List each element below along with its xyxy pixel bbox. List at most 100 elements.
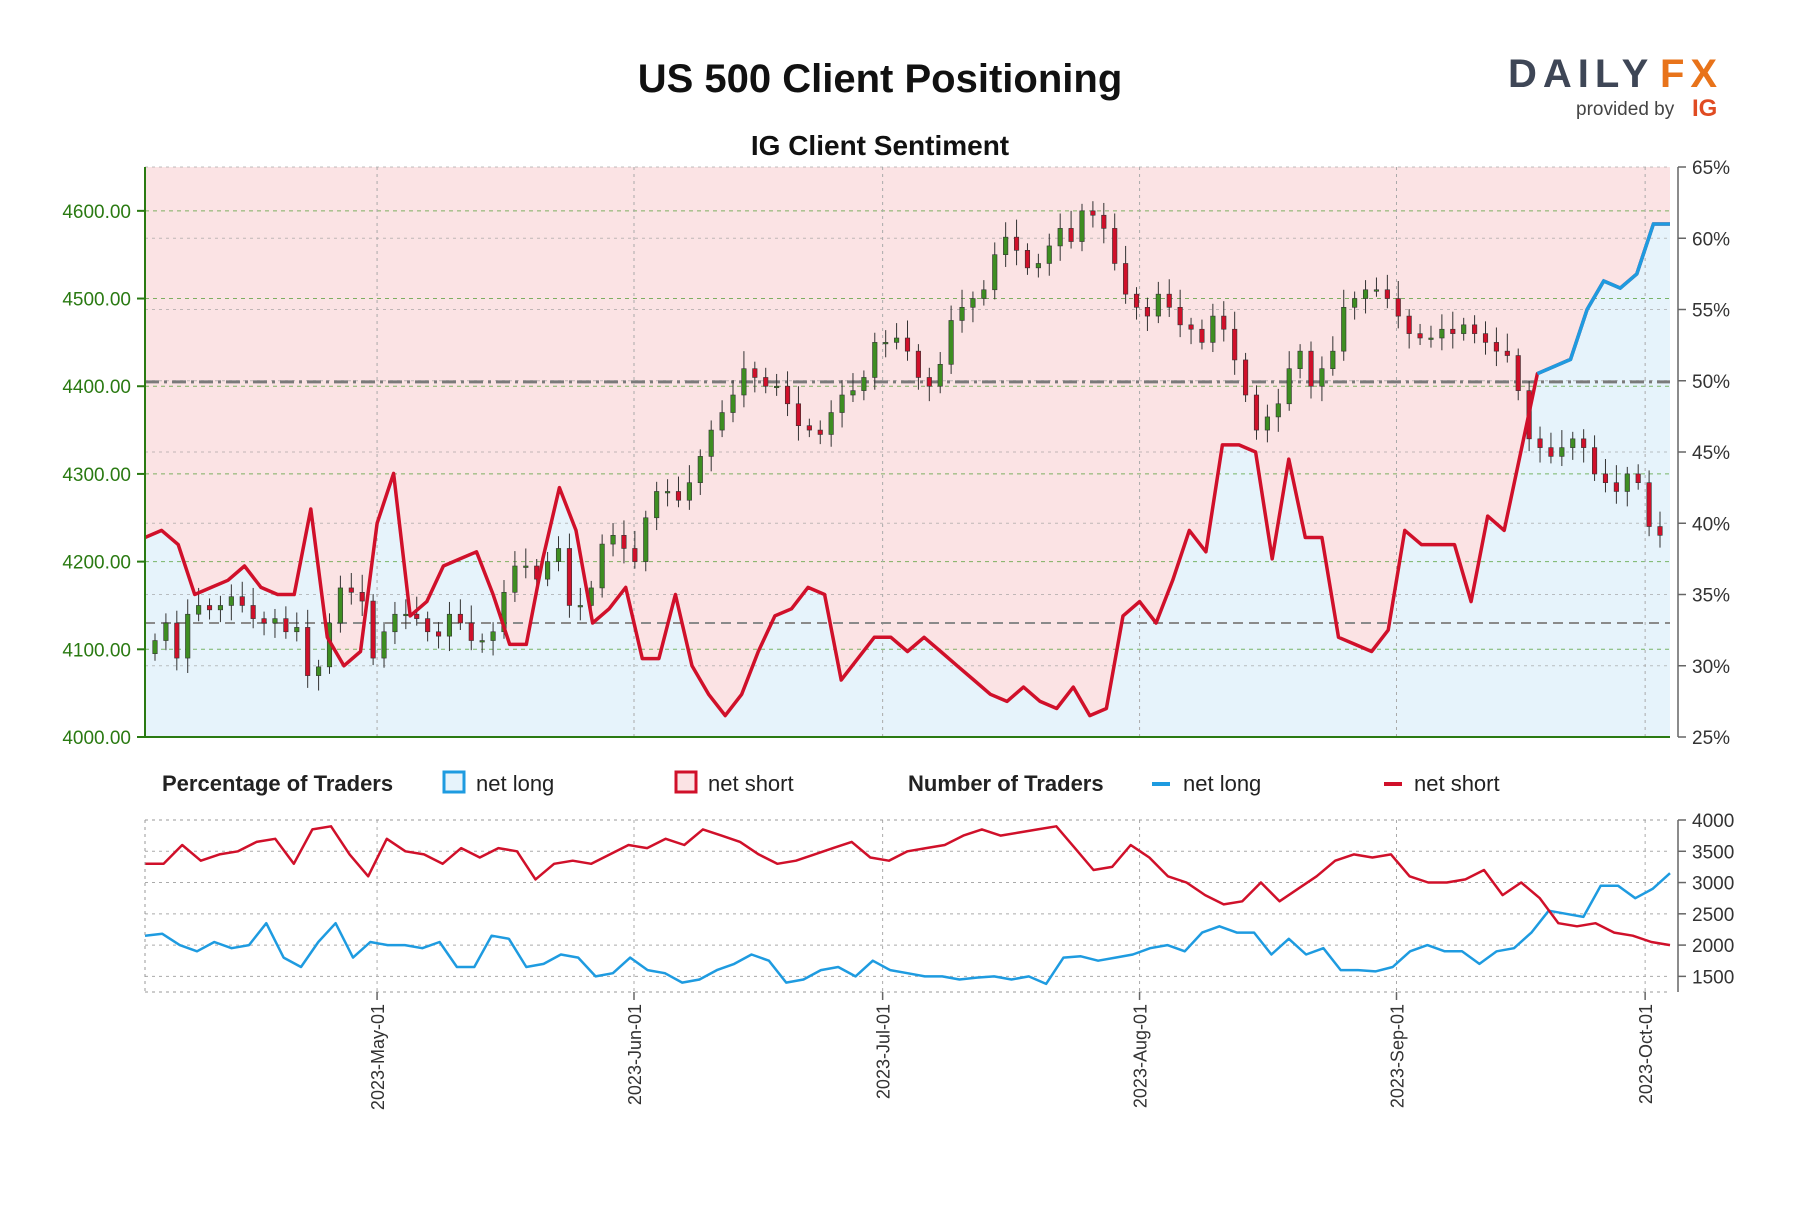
candle-body	[250, 605, 256, 619]
x-tick-label: 2023-Aug-01	[1131, 1004, 1151, 1108]
candle-body	[1210, 315, 1216, 343]
x-axis-labels: 2023-May-01 2023-Jun-01 2023-Jul-01 2023-Au…	[368, 992, 1656, 1110]
candle-body	[337, 587, 343, 624]
candle-body	[294, 627, 300, 633]
candle-body	[1352, 298, 1358, 308]
candle-body	[806, 425, 812, 431]
reference-lines	[145, 380, 1670, 624]
left-tick-label: 4300.00	[62, 465, 131, 486]
candle-body	[1003, 236, 1009, 255]
candle-body	[479, 640, 485, 643]
traders-lines	[144, 825, 1671, 986]
candle-body	[1133, 293, 1140, 308]
candle-body	[1253, 394, 1260, 431]
candle-body	[1417, 333, 1423, 339]
candle-body	[566, 548, 572, 606]
candle-body	[1472, 324, 1478, 334]
legend-pct-title: Percentage of Traders	[162, 771, 393, 796]
candle-body	[1243, 359, 1249, 396]
candle-body	[795, 403, 801, 426]
candle-body	[1362, 289, 1369, 299]
traders-net-short-line	[145, 825, 1671, 947]
candle-body	[555, 548, 562, 562]
percentage-lines	[144, 222, 1670, 718]
candle-body	[1537, 438, 1543, 448]
candle-body	[185, 613, 191, 659]
candle-body	[937, 364, 943, 387]
candle-body	[686, 482, 692, 501]
candle-body	[784, 385, 791, 405]
candle-body	[959, 307, 965, 321]
candle-body	[981, 289, 987, 299]
candle-body	[1559, 447, 1565, 457]
candle-body	[1221, 315, 1227, 330]
candle-body	[872, 342, 878, 378]
net-short-pct-line	[144, 222, 1670, 718]
candle-body	[1504, 350, 1510, 356]
long-area	[145, 224, 1670, 737]
candle-body	[621, 535, 627, 549]
traders-panel-grid	[145, 819, 1670, 993]
candle-body	[1493, 342, 1499, 352]
candle-body	[1308, 350, 1314, 387]
candle-body	[1384, 289, 1390, 299]
candle-body	[1613, 482, 1619, 492]
candle-body	[1046, 245, 1052, 264]
candle-body	[1090, 210, 1096, 216]
candle-body	[697, 456, 703, 483]
candle-body	[381, 631, 387, 659]
candle-body	[970, 298, 976, 308]
candle-body	[654, 491, 660, 519]
candle-body	[1079, 210, 1085, 242]
candle-body	[370, 600, 376, 659]
candle-body	[1657, 526, 1663, 536]
candle-body	[915, 350, 921, 378]
candle-body	[1395, 298, 1401, 317]
candle-body	[239, 596, 245, 606]
x-tick-label: 2023-Jun-01	[625, 1004, 645, 1105]
right-tick-label: 45%	[1692, 443, 1730, 464]
candle-body	[599, 543, 605, 589]
candle-body	[1439, 328, 1445, 339]
candle-body	[1635, 473, 1641, 483]
legend-num-short: net short	[1414, 771, 1500, 796]
candle-body	[1112, 228, 1118, 264]
candle-body	[1199, 328, 1205, 343]
right-tick-label: 25%	[1692, 728, 1730, 749]
candle-body	[174, 622, 180, 659]
logo-ig: IG	[1692, 95, 1717, 122]
right-tick-label: 35%	[1692, 586, 1730, 607]
candle-body	[719, 412, 725, 431]
candle-body	[1275, 403, 1281, 418]
left-tick-label: 4000.00	[62, 728, 131, 749]
candle-body	[1014, 236, 1020, 251]
candle-body	[1123, 263, 1129, 295]
candle-body	[741, 368, 747, 396]
main-axes: 4000.00 4100.00 4200.00 4300.00 4400.00 4500.…	[62, 158, 1730, 749]
candle-body	[305, 627, 311, 676]
candle-body	[752, 368, 758, 378]
candle-body	[1406, 315, 1412, 334]
left-tick-label: 4500.00	[62, 290, 131, 311]
candle-body	[1570, 438, 1576, 448]
candle-body	[1319, 368, 1325, 387]
candle-body	[1515, 355, 1521, 391]
logo-daily: DAILY	[1508, 52, 1654, 96]
candle-body	[577, 605, 583, 608]
logo-fx: FX	[1660, 52, 1723, 96]
legend-pct-long-swatch	[442, 770, 466, 794]
candle-body	[643, 517, 649, 562]
candle-body	[1428, 337, 1434, 340]
candle-body	[316, 666, 322, 676]
candle-body	[512, 565, 518, 593]
candle-body	[1177, 307, 1183, 326]
candle-body	[1024, 250, 1031, 269]
candle-body	[217, 605, 223, 611]
candle-body	[414, 613, 420, 619]
candle-body	[1581, 438, 1587, 448]
candle-body	[774, 385, 780, 389]
candle-body	[392, 613, 398, 633]
candle-body	[839, 394, 845, 413]
left-tick-label: 4400.00	[62, 377, 131, 398]
low-right-tick-label: 3000	[1692, 874, 1734, 895]
